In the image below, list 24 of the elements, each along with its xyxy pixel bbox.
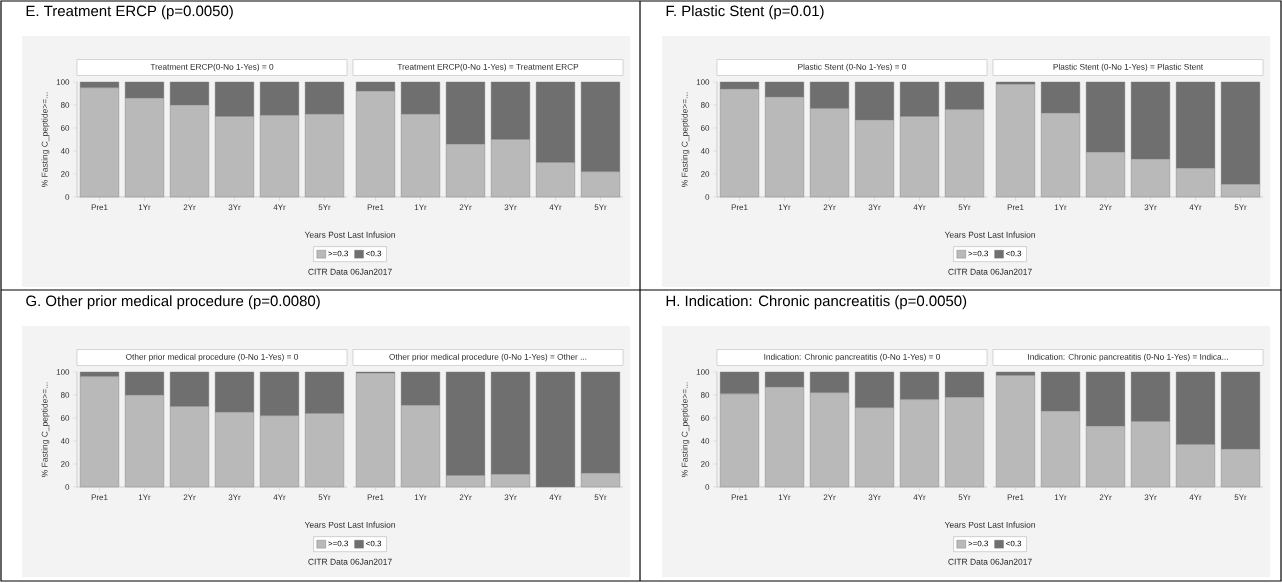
y-axis-title: % Fasting C_peptide>=... <box>41 92 50 187</box>
chart-title: E. Treatment ERCP (p=0.0050) <box>26 5 233 20</box>
chart-title: F. Plastic Stent (p=0.01) <box>666 5 824 20</box>
chart-subtitle: Plastic Stent (0-No 1-Yes) = 0 <box>798 63 907 72</box>
chart-subtitle: Treatment ERCP(0-No 1-Yes) = 0 <box>150 63 274 72</box>
x-axis-title: Years Post Last Infusion <box>944 231 1035 238</box>
y-axis-title: % Fasting C_peptide>=... <box>681 382 690 477</box>
x-axis-title: Years Post Last Infusion <box>304 231 395 238</box>
chart-subtitle: Plastic Stent (0-No 1-Yes) = Plastic Stent <box>1053 63 1204 72</box>
text: CITR Data 06Jan2017 <box>308 558 392 565</box>
chart-subtitle: Treatment ERCP(0-No 1-Yes) = Treatment ERCP <box>397 63 579 72</box>
text: CITR Data 06Jan2017 <box>948 268 1032 275</box>
y-axis-title: % Fasting C_peptide>=... <box>41 382 50 477</box>
x-axis-title: Years Post Last Infusion <box>304 521 395 528</box>
y-axis-title: % Fasting C_peptide>=... <box>681 92 690 187</box>
chart-subtitle: Other prior medical procedure (0-No 1-Yes) = Other ... <box>389 353 587 362</box>
chart-subtitle: Indication: Chronic pancreatitis (0-No 1-Yes) = 0 <box>764 353 941 362</box>
chart-title: H. Indication: Chronic pancreatitis (p=0.0050) <box>666 295 967 310</box>
x-axis-title: Years Post Last Infusion <box>944 521 1035 528</box>
chart-subtitle: Other prior medical procedure (0-No 1-Yes) = 0 <box>126 353 299 362</box>
chart-subtitle: Indication: Chronic pancreatitis (0-No 1-Yes) = Indica... <box>1028 353 1228 362</box>
chart-title: G. Other prior medical procedure (p=0.0080) <box>26 295 320 310</box>
text: CITR Data 06Jan2017 <box>308 268 392 275</box>
text: CITR Data 06Jan2017 <box>948 558 1032 565</box>
